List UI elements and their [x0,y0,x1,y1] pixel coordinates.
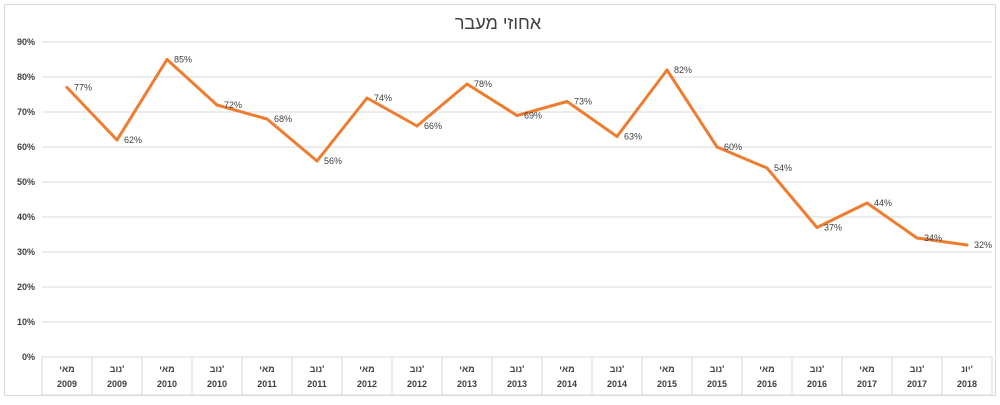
y-tick-label: 60% [17,142,35,152]
x-axis-category-labels: מאי 2009 נוב' 2009 מאי 2010 נוב' 2010 מאי 2011 נוב… [41,357,993,396]
data-point [665,68,669,72]
x-category-month-label: מאי [759,364,774,374]
y-tick-label: 70% [17,107,35,117]
x-category-month-label: נוב' [710,364,725,374]
data-label: 78% [474,79,492,89]
data-label: 63% [624,132,642,142]
x-category-month-label: נוב' [910,364,925,374]
y-tick-label: 30% [17,247,35,257]
data-label: 32% [974,240,992,250]
data-point [765,166,769,170]
data-label: 56% [324,156,342,166]
y-tick-label: 10% [17,317,35,327]
data-label: 60% [724,142,742,152]
data-label: 66% [424,121,442,131]
data-point [565,100,569,103]
x-category-year-label: 2016 [807,379,827,389]
x-category-year-label: 2016 [757,379,777,389]
data-point [415,124,419,128]
data-labels: 77% 62% 85% 72% 68% 56% 74% 66% 78% 69% 73% 63% 82% 6… [74,55,992,251]
x-category-year-label: 2009 [57,379,77,389]
data-label: 72% [224,100,242,110]
x-category-month-label: נוב' [310,364,325,374]
x-category-month-label: יונ' [961,364,972,374]
x-category-month-label: נוב' [210,364,225,374]
data-point [965,243,969,247]
data-point [65,86,69,89]
x-category-month-label: מאי [159,364,174,374]
x-category-year-label: 2010 [157,379,177,389]
x-category-year-label: 2013 [457,379,477,389]
y-tick-label: 40% [17,212,35,222]
data-point [465,82,469,86]
y-tick-label: 20% [17,282,35,292]
x-category-month-label: מאי [859,364,874,374]
data-point [715,145,719,149]
data-label: 62% [124,135,142,145]
x-category-month-label: מאי [659,364,674,374]
x-category-month-label: נוב' [110,364,125,374]
data-label: 69% [524,111,542,121]
series-layer [65,58,969,247]
data-label: 73% [574,97,592,107]
data-label: 44% [874,198,892,208]
x-category-year-label: 2011 [307,379,327,389]
x-category-month-label: נוב' [610,364,625,374]
x-category-month-label: נוב' [410,364,425,374]
x-category-year-label: 2010 [207,379,227,389]
x-category-year-label: 2009 [107,379,127,389]
data-label: 82% [674,65,692,75]
x-category-year-label: 2017 [907,379,927,389]
data-point [265,117,269,121]
x-category-month-label: מאי [59,364,74,374]
x-category-year-label: 2017 [857,379,877,389]
x-category-month-label: נוב' [810,364,825,374]
data-label: 34% [924,233,942,243]
data-point [915,236,919,240]
x-category-year-label: 2012 [407,379,427,389]
y-tick-label: 80% [17,72,35,82]
data-label: 77% [74,83,92,93]
data-label: 85% [174,55,192,65]
data-point [215,103,219,107]
x-category-month-label: מאי [459,364,474,374]
y-tick-label: 90% [17,37,35,47]
x-category-year-label: 2015 [707,379,727,389]
data-point [115,138,119,142]
y-tick-label: 0% [22,352,35,362]
x-category-month-label: מאי [359,364,374,374]
y-tick-label: 50% [17,177,35,187]
x-category-year-label: 2012 [357,379,377,389]
x-category-year-label: 2011 [257,379,277,389]
gridlines [42,41,992,358]
x-category-month-label: נוב' [510,364,525,374]
chart-title: אחוזי מעבר [455,13,542,33]
y-axis-tick-labels: 0% 10% 20% 30% 40% 50% 60% 70% 80% 90% [17,37,35,362]
data-point [815,226,819,229]
x-category-year-label: 2014 [607,379,627,389]
data-label: 37% [824,223,842,233]
data-point [865,201,869,205]
data-point [165,58,169,61]
x-category-year-label: 2018 [957,379,977,389]
x-category-year-label: 2014 [557,379,577,389]
x-category-month-label: מאי [259,364,274,374]
x-category-year-label: 2015 [657,379,677,389]
data-point [315,159,319,163]
data-point [365,96,369,100]
data-label: 74% [374,93,392,103]
x-category-month-label: מאי [559,364,574,374]
data-label: 68% [274,114,292,124]
data-label: 54% [774,163,792,173]
data-point [515,114,519,117]
data-point [615,135,619,138]
x-category-year-label: 2013 [507,379,527,389]
